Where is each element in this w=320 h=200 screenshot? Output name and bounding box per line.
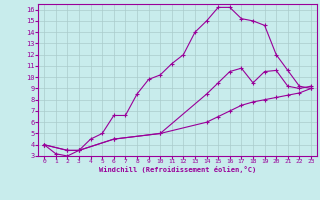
X-axis label: Windchill (Refroidissement éolien,°C): Windchill (Refroidissement éolien,°C) — [99, 166, 256, 173]
